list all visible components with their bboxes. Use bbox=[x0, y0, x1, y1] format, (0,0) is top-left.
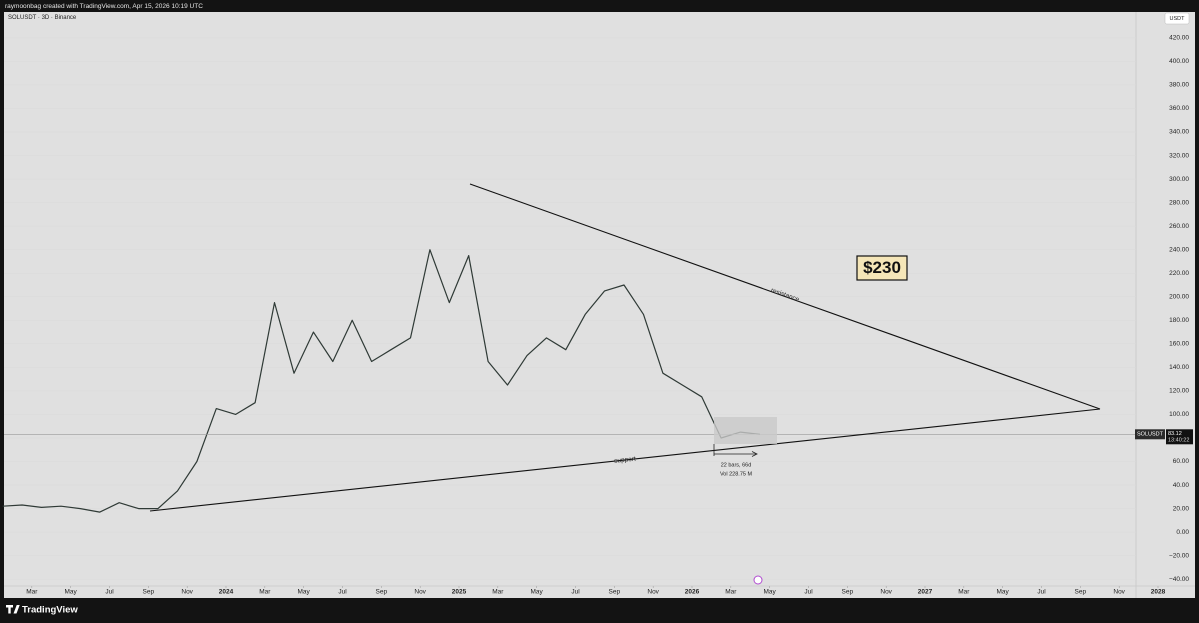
y-tick-label: 280.00 bbox=[1169, 199, 1189, 206]
measure-box bbox=[714, 417, 777, 444]
price-line bbox=[2, 249, 761, 513]
y-tick-label: 420.00 bbox=[1169, 35, 1189, 42]
x-tick-label: 2025 bbox=[452, 589, 467, 596]
x-tick-label: Jul bbox=[105, 589, 114, 596]
x-tick-label: May bbox=[997, 589, 1010, 596]
x-tick-label: May bbox=[298, 589, 311, 596]
y-tick-label: 100.00 bbox=[1169, 411, 1189, 418]
x-tick-label: Nov bbox=[880, 589, 892, 596]
y-tick-label: 320.00 bbox=[1169, 152, 1189, 159]
x-tick-label: May bbox=[65, 589, 78, 596]
y-tick-label: 380.00 bbox=[1169, 82, 1189, 89]
symbol-tag bbox=[1135, 429, 1165, 440]
y-tick-label: 60.00 bbox=[1173, 458, 1190, 465]
y-tick-label: 300.00 bbox=[1169, 176, 1189, 183]
x-tick-label: 2027 bbox=[918, 589, 933, 596]
y-tick-label: 360.00 bbox=[1169, 105, 1189, 112]
symbol-tag-label: SOLUSDT bbox=[1137, 432, 1164, 438]
currency-box bbox=[1164, 12, 1190, 25]
brand: TradingView bbox=[22, 605, 78, 616]
x-tick-label: Sep bbox=[842, 589, 854, 596]
target-box bbox=[856, 255, 908, 281]
y-tick-label: 200.00 bbox=[1169, 293, 1189, 300]
support-label: support bbox=[614, 456, 636, 465]
x-tick-label: Sep bbox=[1075, 589, 1087, 596]
measure-bars: 22 bars, 66d bbox=[721, 462, 752, 468]
x-tick-label: Nov bbox=[647, 589, 659, 596]
y-tick-label: 240.00 bbox=[1169, 246, 1189, 253]
y-tick-label: 0.00 bbox=[1176, 529, 1189, 536]
x-tick-label: Mar bbox=[725, 589, 737, 596]
x-tick-label: 2028 bbox=[1151, 589, 1166, 596]
price-tag bbox=[1166, 429, 1193, 445]
target-label: $230 bbox=[863, 258, 901, 277]
countdown-label: 13:40:22 bbox=[1168, 438, 1189, 444]
y-tick-label: 40.00 bbox=[1173, 482, 1190, 489]
x-tick-label: May bbox=[764, 589, 777, 596]
x-tick-label: Mar bbox=[26, 589, 38, 596]
x-tick-label: Nov bbox=[181, 589, 193, 596]
x-tick-label: Jul bbox=[338, 589, 347, 596]
y-tick-label: 20.00 bbox=[1173, 505, 1190, 512]
footer bbox=[0, 598, 1199, 623]
y-tick-label: 220.00 bbox=[1169, 270, 1189, 277]
chart-area bbox=[4, 12, 1195, 598]
brand-logo bbox=[5, 605, 20, 614]
y-tick-label: 160.00 bbox=[1169, 341, 1189, 348]
event-marker[interactable] bbox=[753, 575, 763, 585]
y-tick-label: 400.00 bbox=[1169, 58, 1189, 65]
x-tick-label: Mar bbox=[492, 589, 504, 596]
x-tick-label: Nov bbox=[1113, 589, 1125, 596]
price-tag-label: 83.12 bbox=[1168, 431, 1182, 437]
resistance-line bbox=[469, 183, 1101, 410]
y-tick-label: 260.00 bbox=[1169, 223, 1189, 230]
x-tick-label: Jul bbox=[571, 589, 580, 596]
y-tick-label: −40.00 bbox=[1169, 576, 1189, 583]
y-tick-label: 180.00 bbox=[1169, 317, 1189, 324]
x-tick-label: Nov bbox=[414, 589, 426, 596]
y-tick-label: −20.00 bbox=[1169, 552, 1189, 559]
x-tick-label: Sep bbox=[143, 589, 155, 596]
x-tick-label: Sep bbox=[609, 589, 621, 596]
currency: USDT bbox=[1170, 16, 1186, 22]
measure-volume: Vol 228.75 M bbox=[720, 471, 753, 477]
x-tick-label: 2024 bbox=[219, 589, 234, 596]
y-tick-label: 340.00 bbox=[1169, 129, 1189, 136]
x-tick-label: Mar bbox=[259, 589, 271, 596]
x-tick-label: Jul bbox=[804, 589, 813, 596]
chart-title: SOLUSDT · 3D · Binance bbox=[8, 15, 77, 21]
y-tick-label: 140.00 bbox=[1169, 364, 1189, 371]
x-tick-label: Sep bbox=[376, 589, 388, 596]
y-tick-label: 120.00 bbox=[1169, 388, 1189, 395]
support-line bbox=[149, 408, 1101, 512]
x-tick-label: Mar bbox=[958, 589, 970, 596]
x-tick-label: Jul bbox=[1037, 589, 1046, 596]
x-tick-label: May bbox=[531, 589, 544, 596]
header: raymoonbag created with TradingView.com,… bbox=[5, 3, 203, 10]
measure-arrowhead bbox=[751, 451, 758, 457]
x-tick-label: 2026 bbox=[685, 589, 700, 596]
